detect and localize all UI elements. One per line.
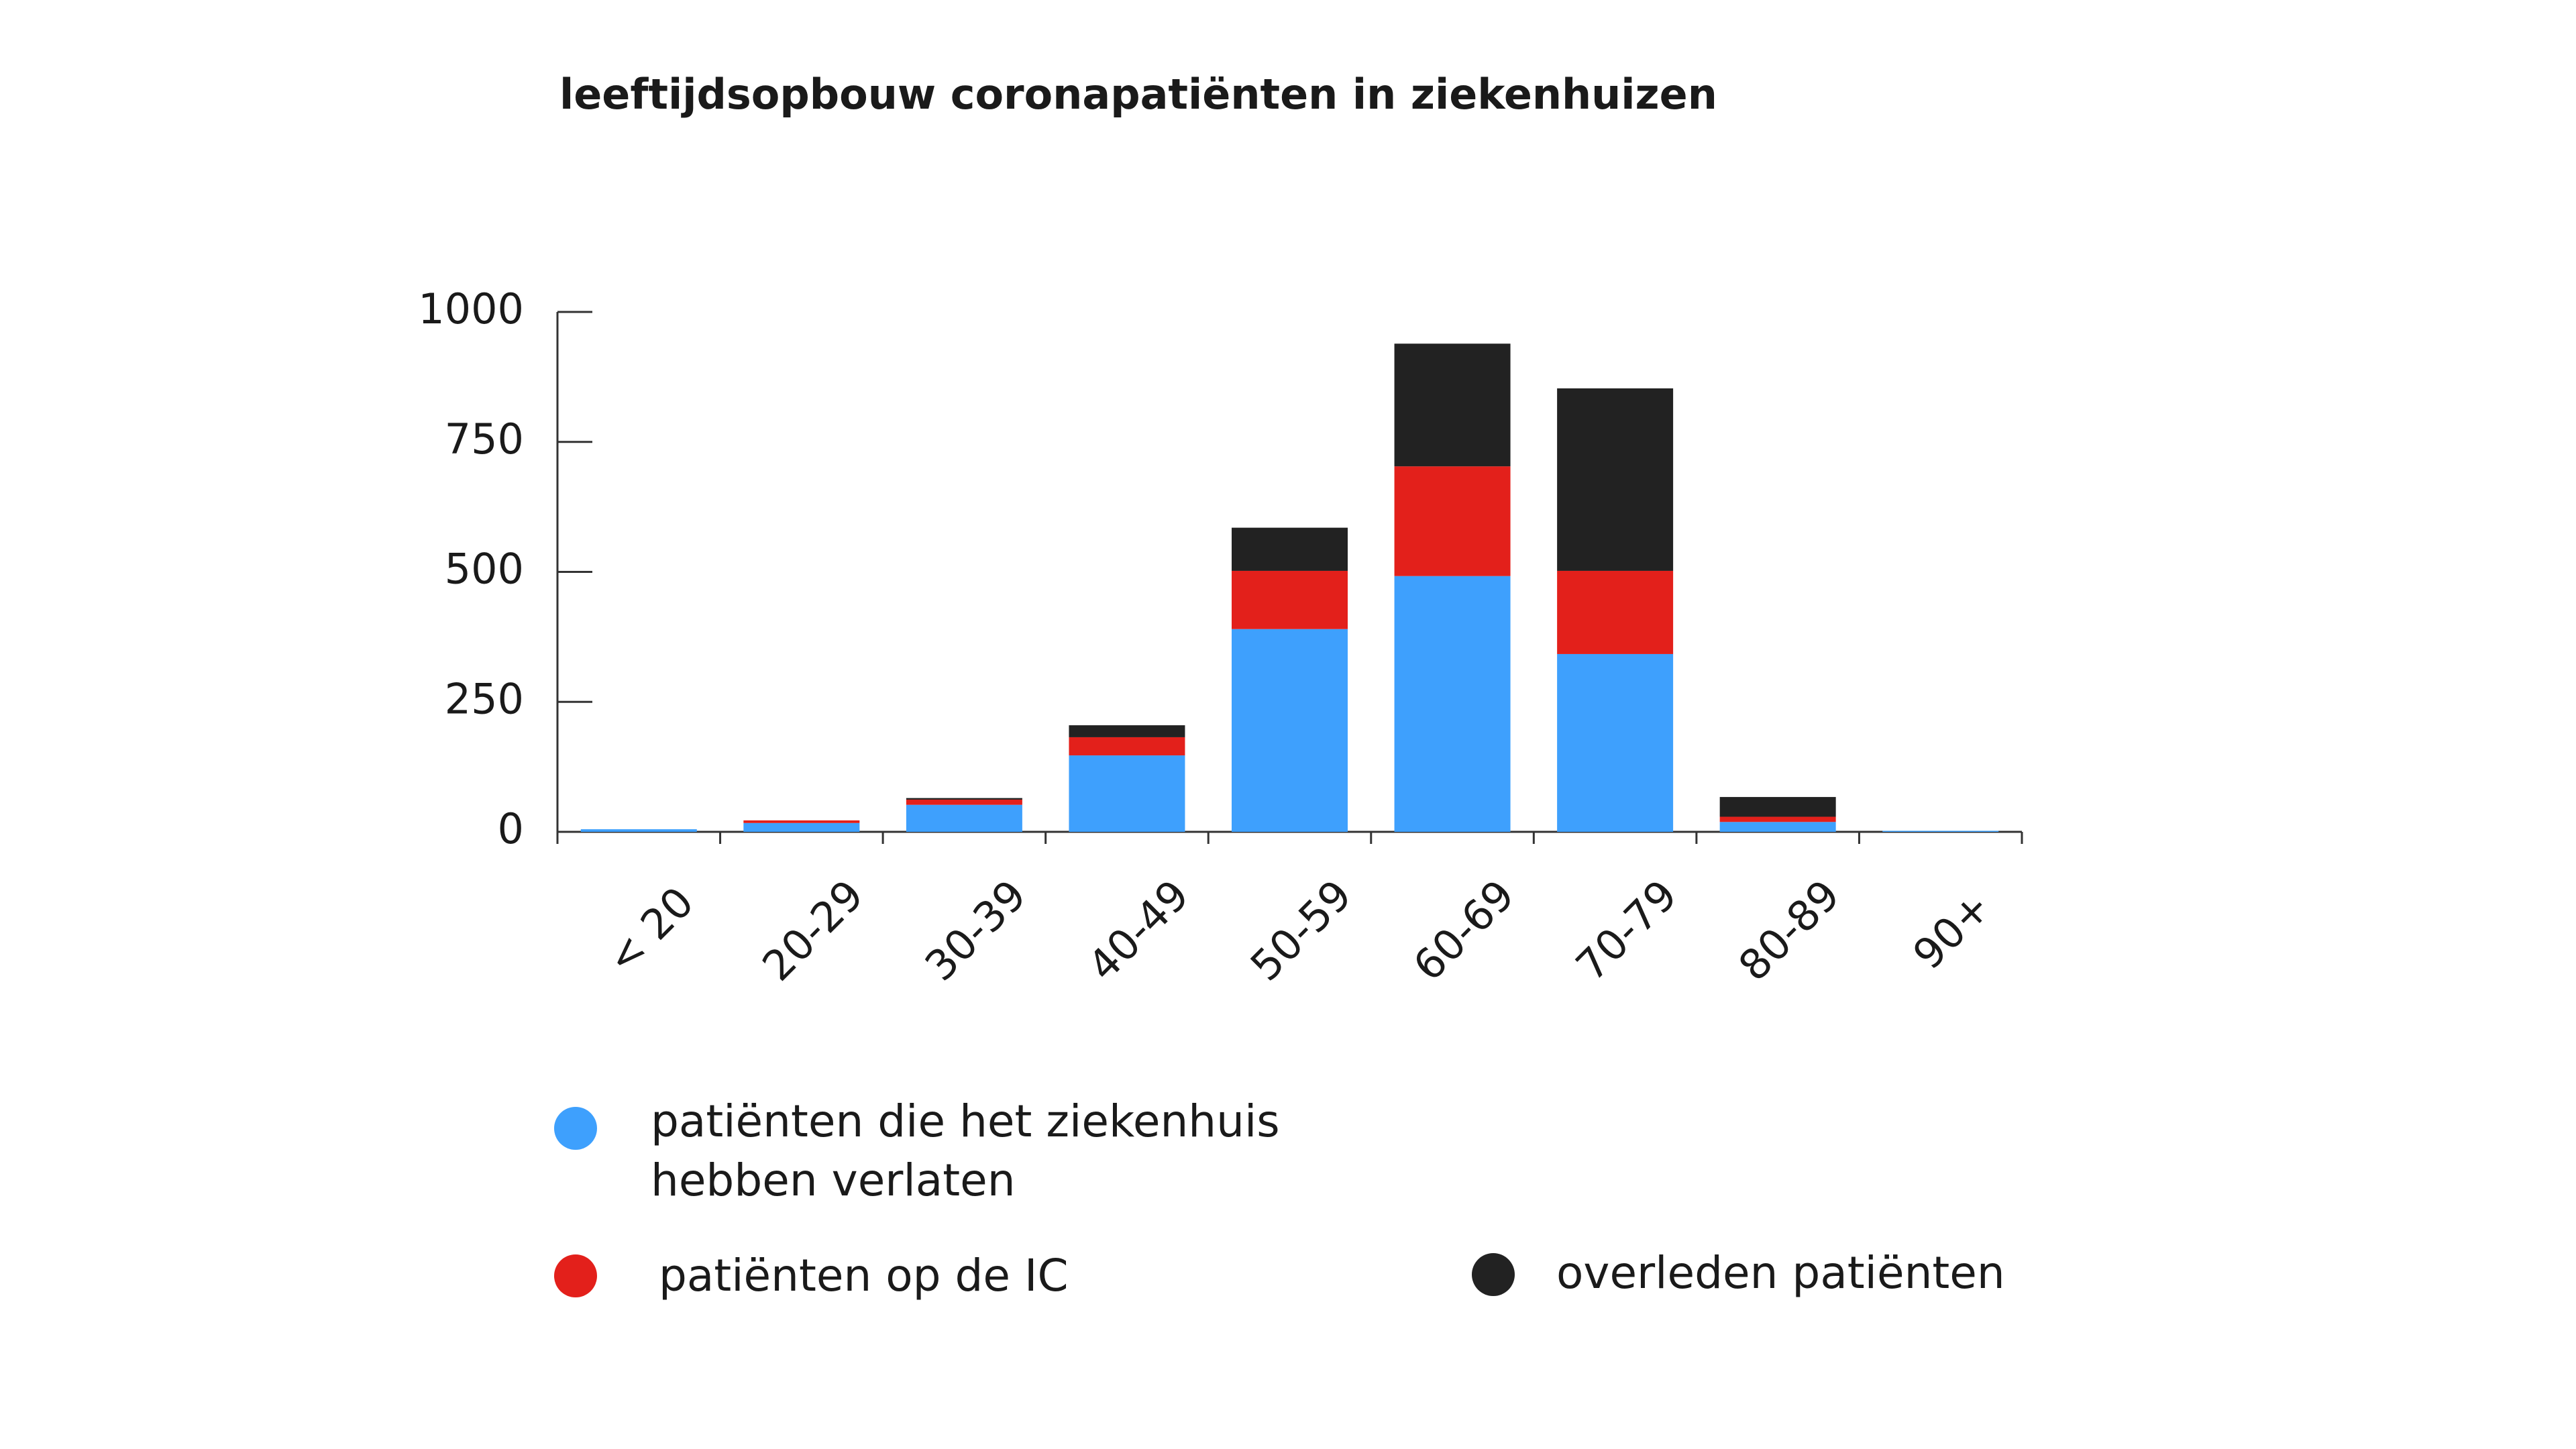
bar-segment xyxy=(1719,816,1836,822)
bar-segment xyxy=(743,822,860,832)
bar-segment xyxy=(1882,830,1999,832)
bar-segment xyxy=(1719,797,1836,817)
bar-segment xyxy=(1232,527,1348,571)
bar-segment xyxy=(743,820,860,823)
bar-segment xyxy=(1069,725,1185,737)
legend-marker xyxy=(1472,1253,1515,1296)
y-tick-label: 500 xyxy=(445,545,524,594)
x-tick-label: 50-59 xyxy=(1241,870,1361,990)
bar-segment xyxy=(1069,737,1185,756)
y-tick-label: 250 xyxy=(445,674,524,723)
legend-label: patiënten op de IC xyxy=(659,1250,1069,1301)
legend-label: patiënten die het ziekenhuis hebben verl… xyxy=(651,1095,1280,1206)
legend-marker xyxy=(554,1107,597,1150)
bar-segment xyxy=(906,804,1022,832)
legend-marker xyxy=(554,1254,597,1297)
x-tick-label: 20-29 xyxy=(753,870,873,990)
y-tick-label: 1000 xyxy=(418,284,524,333)
chart-title: leeftijdsopbouw coronapatiënten in zieke… xyxy=(559,70,1717,119)
x-tick-label: 40-49 xyxy=(1078,870,1198,990)
bar-segment xyxy=(1557,388,1674,571)
x-tick-label: < 20 xyxy=(597,877,703,983)
x-tick-label: 90+ xyxy=(1904,882,2000,979)
bar-segment xyxy=(906,799,1022,805)
x-tick-label: 70-79 xyxy=(1566,870,1686,990)
y-tick-label: 750 xyxy=(445,415,524,464)
legend-label: overleden patiënten xyxy=(1556,1247,2005,1299)
bar-segment xyxy=(1557,570,1674,654)
bar-segment xyxy=(1394,466,1511,576)
x-tick-label: 80-89 xyxy=(1729,870,1849,990)
y-tick-label: 0 xyxy=(498,804,524,853)
x-tick-label: 30-39 xyxy=(916,870,1036,990)
bar-segment xyxy=(906,798,1022,800)
bar-segment xyxy=(1719,822,1836,832)
bar-segment xyxy=(1069,755,1185,832)
x-tick-label: 60-69 xyxy=(1403,870,1523,990)
bar-segment xyxy=(1232,570,1348,629)
bar-segment xyxy=(1394,343,1511,467)
bar-segment xyxy=(1232,629,1348,832)
bar-segment xyxy=(580,829,697,832)
bar-segment xyxy=(1557,653,1674,832)
bar-segment xyxy=(1394,576,1511,832)
